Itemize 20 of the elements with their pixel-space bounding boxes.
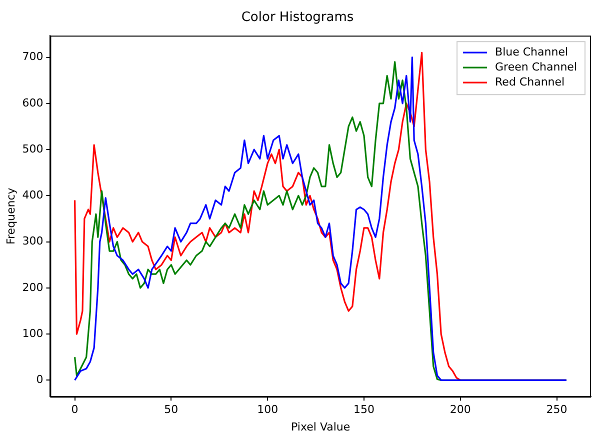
y-tick-label: 0 bbox=[36, 373, 44, 386]
y-tick-label: 500 bbox=[22, 142, 44, 156]
legend-label: Green Channel bbox=[495, 60, 577, 74]
chart-title: Color Histograms bbox=[241, 10, 354, 26]
y-axis-title: Frequency bbox=[4, 187, 18, 245]
x-tick-label: 0 bbox=[71, 403, 78, 416]
x-tick-label: 150 bbox=[353, 403, 374, 416]
y-tick-label: 100 bbox=[22, 326, 44, 340]
y-tick-label: 200 bbox=[22, 280, 44, 294]
legend-label: Blue Channel bbox=[495, 45, 568, 58]
y-tick-label: 300 bbox=[22, 234, 44, 248]
legend-label: Red Channel bbox=[495, 75, 565, 88]
y-tick-label: 700 bbox=[22, 50, 44, 64]
x-tick-label: 100 bbox=[257, 403, 278, 416]
x-tick-label: 200 bbox=[450, 403, 471, 416]
x-tick-label: 50 bbox=[164, 403, 178, 416]
x-tick-label: 250 bbox=[546, 403, 568, 416]
y-tick-label: 600 bbox=[22, 96, 44, 110]
x-axis-title: Pixel Value bbox=[291, 420, 350, 434]
y-tick-label: 400 bbox=[22, 188, 44, 202]
